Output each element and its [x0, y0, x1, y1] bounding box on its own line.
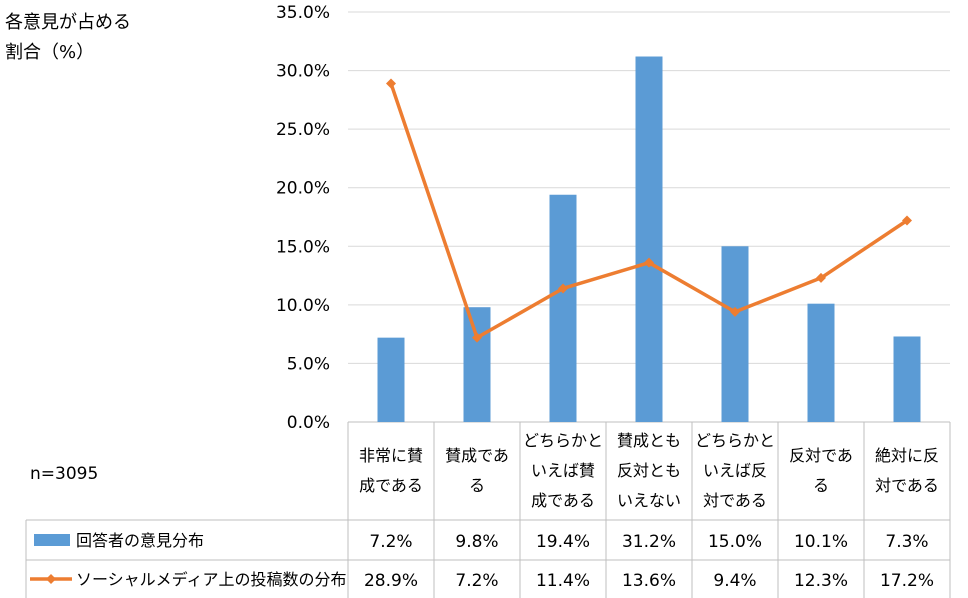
category-label: 対である: [875, 476, 939, 495]
line-point: [730, 306, 740, 317]
bar: [807, 303, 835, 422]
y-tick-labels: 0.0% 5.0% 10.0% 15.0% 20.0% 25.0% 30.0% 35.0%: [276, 3, 330, 433]
bar-value-label: 10.1%: [794, 532, 848, 552]
bar: [635, 56, 663, 423]
category-label: 反対とも: [617, 461, 681, 480]
line-value-label: 13.6%: [622, 571, 676, 591]
bar-value-label: 31.2%: [622, 532, 676, 552]
bar: [377, 337, 405, 422]
sample-size-note: n=3095: [30, 464, 98, 484]
bar-value-label: 9.8%: [455, 532, 498, 552]
bar: [893, 336, 921, 422]
category-label: いえば賛: [531, 461, 595, 480]
bar-series: [377, 56, 921, 423]
y-tick-label: 30.0%: [276, 62, 330, 82]
category-label: る: [469, 476, 485, 495]
category-label: どちらかと: [523, 431, 603, 450]
y-tick-label: 10.0%: [276, 296, 330, 316]
bar-value-label: 19.4%: [536, 532, 590, 552]
line-point: [644, 257, 654, 268]
category-label: 反対であ: [789, 446, 853, 465]
category-label: どちらかと: [695, 431, 775, 450]
bar: [549, 194, 577, 422]
category-label: いえば反: [703, 461, 767, 480]
line-point: [558, 283, 568, 294]
y-tick-label: 15.0%: [276, 237, 330, 257]
legend-line-label: ソーシャルメディア上の投稿数の分布: [76, 570, 347, 589]
line-point: [816, 272, 826, 283]
bar-value-label: 7.3%: [885, 532, 928, 552]
bar-value-label: 7.2%: [369, 532, 412, 552]
line-point: [386, 78, 396, 89]
category-label: 成である: [359, 476, 423, 495]
line-value-label: 11.4%: [536, 571, 590, 591]
line-point: [472, 332, 482, 343]
line-series: [386, 78, 912, 343]
legend-line-marker: [46, 574, 56, 584]
line-value-label: 9.4%: [713, 571, 756, 591]
category-label: 非常に賛: [359, 446, 423, 465]
y-tick-label: 20.0%: [276, 179, 330, 199]
y-tick-label: 5.0%: [287, 354, 330, 374]
bar: [721, 246, 749, 422]
y-tick-label: 0.0%: [287, 413, 330, 433]
line-value-label: 7.2%: [455, 571, 498, 591]
category-label: る: [813, 476, 829, 495]
category-label: 対である: [703, 491, 767, 510]
bar-value-label: 15.0%: [708, 532, 762, 552]
category-label: 賛成とも: [617, 431, 681, 450]
category-label: 賛成であ: [445, 446, 509, 465]
bar: [463, 307, 491, 422]
line-value-label: 17.2%: [880, 571, 934, 591]
legend-bar-label: 回答者の意見分布: [76, 531, 204, 550]
y-tick-label: 25.0%: [276, 120, 330, 140]
category-label: いえない: [617, 491, 681, 510]
line-value-label: 12.3%: [794, 571, 848, 591]
category-label: 成である: [531, 491, 595, 510]
line-value-label: 28.9%: [364, 571, 418, 591]
y-axis-title-line: 各意見が占める: [5, 12, 131, 33]
legend-bar-swatch: [34, 534, 70, 546]
y-tick-label: 35.0%: [276, 3, 330, 23]
category-label: 絶対に反: [875, 446, 939, 465]
y-axis-title-line: 割合（%）: [5, 42, 94, 63]
line-point: [902, 215, 912, 226]
